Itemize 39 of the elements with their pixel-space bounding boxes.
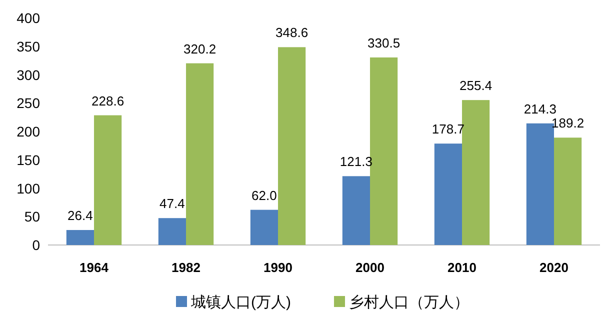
x-tick-label: 2010 (448, 260, 476, 275)
x-tick-label: 2000 (356, 260, 384, 275)
data-label: 320.2 (184, 41, 216, 56)
x-tick-label: 1964 (80, 260, 110, 275)
y-tick-label: 350 (16, 38, 40, 54)
bar (554, 138, 582, 245)
bar (370, 57, 398, 245)
bar (66, 230, 94, 245)
bar (434, 144, 462, 245)
x-tick-label: 1990 (264, 260, 292, 275)
data-label: 26.4 (68, 208, 93, 224)
bar (94, 115, 122, 245)
y-tick-label: 100 (16, 180, 40, 196)
data-label: 330.5 (368, 35, 400, 50)
bar (342, 176, 370, 245)
data-label: 255.4 (460, 78, 492, 94)
bar (278, 47, 306, 245)
legend-label: 乡村人口（万人） (349, 294, 469, 311)
data-label: 348.6 (276, 25, 308, 40)
x-tick-label: 2020 (540, 260, 568, 275)
y-tick-label: 250 (16, 95, 40, 112)
y-tick-label: 300 (16, 66, 40, 83)
data-label: 189.2 (552, 116, 584, 131)
data-label: 228.6 (92, 93, 124, 108)
x-tick-label: 1982 (172, 260, 200, 275)
data-label: 214.3 (524, 101, 556, 116)
y-tick-label: 200 (16, 124, 40, 140)
data-label: 47.4 (160, 196, 185, 212)
y-tick-label: 400 (16, 10, 40, 26)
bar (250, 210, 278, 245)
bar (526, 123, 554, 245)
y-tick-label: 150 (16, 152, 40, 168)
bar (186, 63, 214, 245)
bar (462, 100, 490, 245)
legend-label: 城镇人口(万人) (190, 294, 291, 311)
y-tick-label: 0 (32, 237, 40, 253)
data-label: 62.0 (252, 188, 277, 203)
y-tick-label: 50 (24, 208, 40, 225)
bar (158, 218, 186, 245)
